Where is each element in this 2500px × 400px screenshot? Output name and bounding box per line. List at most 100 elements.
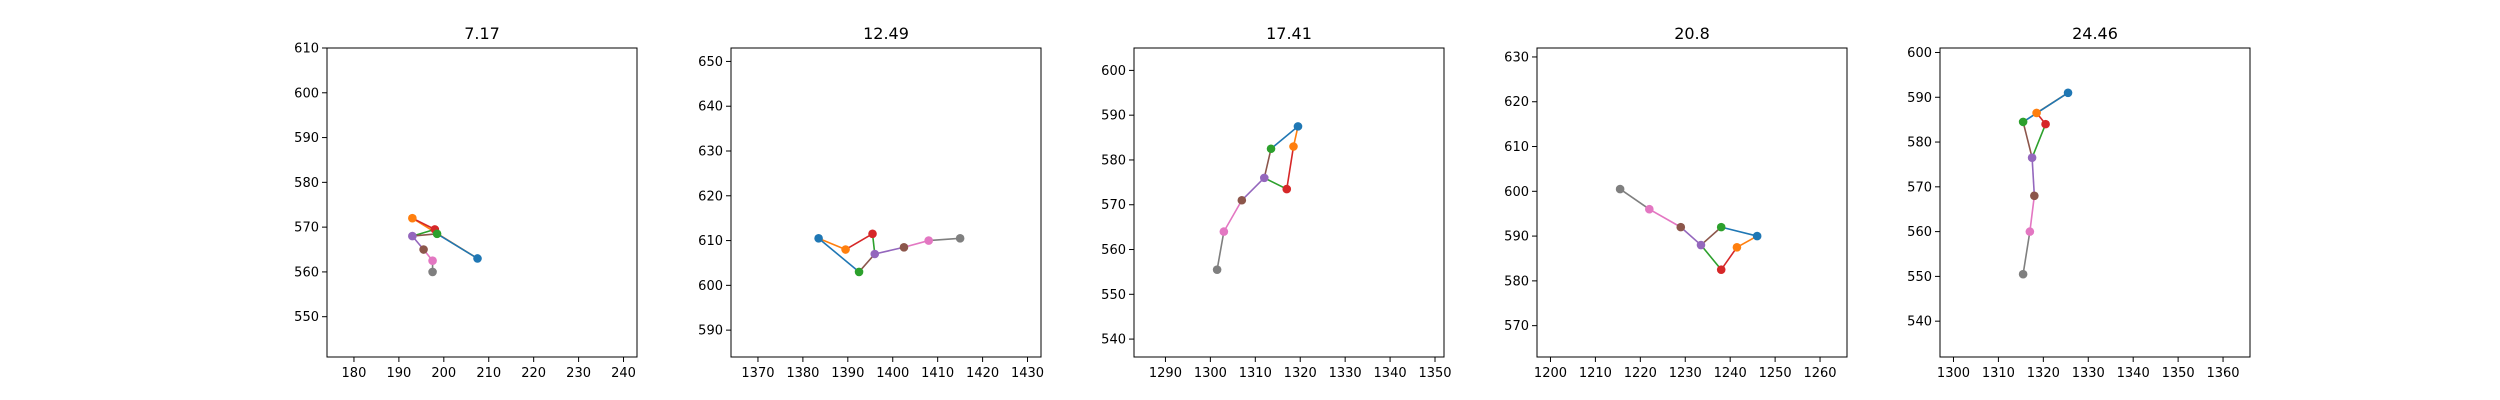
- keypoint-marker: [1289, 142, 1298, 151]
- y-tick-label: 650: [698, 55, 723, 70]
- x-tick-label: 1300: [1937, 366, 1970, 381]
- y-tick-label: 550: [1101, 288, 1126, 303]
- keypoint-marker: [1237, 195, 1247, 205]
- skeleton-edge: [818, 237, 846, 251]
- axes-frame: [1133, 47, 1445, 358]
- axes-frame: [730, 47, 1042, 358]
- x-tick-label: 1350: [1418, 366, 1451, 381]
- keypoint-marker: [1716, 265, 1726, 274]
- x-tick-label: 1430: [1011, 366, 1044, 381]
- x-tick-label: 1410: [921, 366, 954, 381]
- panel-title: 7.17: [464, 24, 500, 43]
- keypoint-marker: [1282, 184, 1292, 194]
- skeleton-edge: [1700, 244, 1722, 271]
- x-tick-label: 1260: [1803, 366, 1836, 381]
- keypoint-marker: [1752, 231, 1762, 241]
- skeleton-edge: [818, 237, 860, 273]
- x-tick-label: 1400: [876, 366, 909, 381]
- skeleton-edge: [1285, 146, 1295, 190]
- x-tick-label: 1310: [1239, 366, 1272, 381]
- y-tick-label: 590: [294, 131, 319, 146]
- x-tick-label: 200: [431, 366, 456, 381]
- keypoint-marker: [1212, 265, 1222, 274]
- skeleton-edge: [2022, 121, 2033, 158]
- y-tick-label: 600: [1907, 46, 1932, 61]
- panel-title: 17.41: [1266, 24, 1312, 43]
- keypoint-marker: [924, 236, 933, 245]
- skeleton-edge: [1648, 208, 1682, 228]
- panel-4: 20.8 1200 1210 1220 1230 1240 1250 1260 570 580 59…: [1504, 24, 1848, 381]
- x-tick-label: 1210: [1579, 366, 1612, 381]
- keypoint-marker: [2027, 153, 2037, 163]
- skeleton-edge: [1721, 226, 1758, 237]
- panel-1: 7.17 180 190 200 210 220 230 240 550 560 570 580 590…: [294, 24, 638, 381]
- panel-title: 20.8: [1674, 24, 1710, 43]
- x-tick-label: 1220: [1624, 366, 1657, 381]
- keypoint-marker: [1676, 222, 1686, 232]
- y-tick-label: 610: [698, 234, 723, 249]
- x-tick-label: 1350: [2162, 366, 2195, 381]
- y-tick-label: 620: [1504, 95, 1529, 110]
- x-tick-label: 240: [611, 366, 636, 381]
- y-tick-label: 570: [1907, 180, 1932, 195]
- skeleton-edge: [2031, 123, 2047, 159]
- skeleton-edge: [1263, 148, 1272, 179]
- y-tick-label: 560: [294, 265, 319, 280]
- x-tick-label: 1330: [1329, 366, 1362, 381]
- x-tick-label: 1340: [1374, 366, 1407, 381]
- keypoint-marker: [473, 254, 482, 263]
- keypoint-marker: [814, 234, 823, 243]
- y-tick-label: 550: [294, 310, 319, 325]
- x-tick-label: 1420: [966, 366, 999, 381]
- panel-title: 24.46: [2072, 24, 2118, 43]
- y-tick-label: 590: [1504, 230, 1529, 245]
- y-tick-label: 600: [294, 86, 319, 101]
- x-tick-label: 210: [476, 366, 501, 381]
- keypoint-marker: [1615, 184, 1625, 194]
- panel-2: 12.49 1370 1380 1390 1400 1410 1420 1430 590 600 6…: [698, 24, 1044, 381]
- keypoint-marker: [2018, 269, 2028, 279]
- y-tick-label: 590: [1101, 109, 1126, 124]
- skeleton-edge: [1619, 188, 1650, 210]
- keypoint-marker: [2032, 108, 2041, 118]
- keypoint-marker: [2063, 88, 2073, 98]
- y-tick-label: 580: [294, 176, 319, 191]
- keypoint-marker: [2030, 191, 2039, 201]
- keypoint-marker: [419, 245, 428, 254]
- axes-frame: [1536, 47, 1848, 358]
- skeleton-edge: [928, 237, 961, 242]
- keypoint-marker: [1696, 240, 1706, 250]
- keypoint-marker: [428, 267, 437, 277]
- y-tick-label: 590: [1907, 91, 1932, 106]
- x-tick-label: 1290: [1149, 366, 1182, 381]
- keypoint-marker: [1266, 144, 1276, 154]
- x-tick-label: 1360: [2206, 366, 2239, 381]
- keypoint-marker: [2041, 119, 2050, 129]
- y-tick-label: 610: [1504, 140, 1529, 155]
- skeleton-edge: [1241, 177, 1265, 201]
- skeleton-edge: [1720, 246, 1738, 271]
- keypoint-marker: [432, 229, 442, 239]
- y-tick-label: 610: [294, 42, 319, 57]
- panel-5: 24.46 1300 1310 1320 1330 1340 1350 1360 540 550 5…: [1907, 24, 2251, 381]
- x-tick-label: 1310: [1982, 366, 2015, 381]
- skeleton-edge: [1270, 125, 1299, 150]
- x-tick-label: 1300: [1194, 366, 1227, 381]
- x-tick-label: 1320: [2027, 366, 2060, 381]
- x-tick-label: 190: [386, 366, 411, 381]
- y-tick-label: 590: [698, 324, 723, 339]
- keypoint-marker: [2018, 117, 2028, 127]
- keypoint-marker: [868, 229, 877, 239]
- keypoint-marker: [870, 249, 880, 259]
- keypoint-marker: [1293, 122, 1303, 131]
- y-tick-label: 580: [1101, 153, 1126, 168]
- keypoint-marker: [955, 234, 965, 243]
- x-tick-label: 1370: [741, 366, 774, 381]
- y-tick-label: 600: [1504, 185, 1529, 200]
- keypoint-marker: [899, 242, 909, 252]
- skeleton-edge: [845, 233, 873, 251]
- y-tick-label: 620: [698, 189, 723, 204]
- x-tick-label: 180: [342, 366, 367, 381]
- keypoint-marker: [841, 245, 850, 254]
